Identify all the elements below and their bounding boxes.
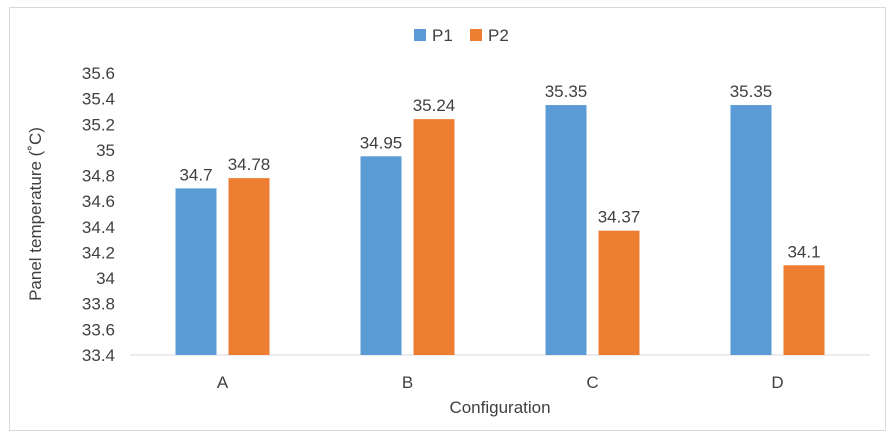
y-tick-label: 33.4 — [82, 346, 115, 365]
x-tick-label: B — [402, 373, 413, 392]
y-tick-label: 34.4 — [82, 218, 115, 237]
bars — [175, 105, 825, 356]
data-label: 34.78 — [228, 155, 271, 174]
bar-p2-d — [783, 265, 825, 355]
x-tick-label: D — [771, 373, 783, 392]
y-axis-title: Panel temperature (˚C) — [26, 127, 45, 301]
y-tick-label: 35.4 — [82, 90, 115, 109]
bar-p2-a — [228, 178, 270, 355]
bar-p1-d — [730, 105, 772, 355]
y-tick-label: 34.6 — [82, 192, 115, 211]
legend-swatch-p1 — [414, 29, 426, 41]
data-label: 34.7 — [179, 165, 212, 184]
y-tick-label: 34 — [96, 269, 115, 288]
data-label: 34.95 — [360, 133, 403, 152]
bar-p1-b — [360, 156, 402, 355]
bar-p2-c — [598, 230, 640, 355]
x-tick-label: A — [217, 373, 229, 392]
legend-label-p1: P1 — [432, 26, 453, 45]
data-label: 35.24 — [413, 96, 456, 115]
y-tick-label: 33.8 — [82, 295, 115, 314]
data-label: 35.35 — [730, 82, 773, 101]
y-tick-label: 34.2 — [82, 243, 115, 262]
data-label: 34.37 — [598, 208, 641, 227]
x-axis-title: Configuration — [449, 398, 550, 417]
data-label: 35.35 — [545, 82, 588, 101]
y-tick-label: 35 — [96, 141, 115, 160]
bar-p1-c — [545, 105, 587, 355]
legend-swatch-p2 — [470, 29, 482, 41]
bar-p2-b — [413, 119, 455, 356]
y-tick-label: 35.2 — [82, 115, 115, 134]
legend-label-p2: P2 — [488, 26, 509, 45]
x-axis-ticks: A B C D — [217, 373, 784, 392]
y-tick-label: 34.8 — [82, 167, 115, 186]
x-tick-label: C — [586, 373, 598, 392]
bar-p1-a — [175, 188, 217, 355]
legend: P1 P2 — [414, 26, 509, 45]
y-tick-label: 33.6 — [82, 320, 115, 339]
data-label: 34.1 — [787, 242, 820, 261]
data-labels: 34.7 34.78 34.95 35.24 35.35 34.37 35.35 34.1 — [179, 82, 820, 261]
y-axis-ticks: 33.4 33.6 33.8 34 34.2 34.4 34.6 34.8 35 35.2 35.4… — [82, 64, 115, 365]
y-tick-label: 35.6 — [82, 64, 115, 83]
